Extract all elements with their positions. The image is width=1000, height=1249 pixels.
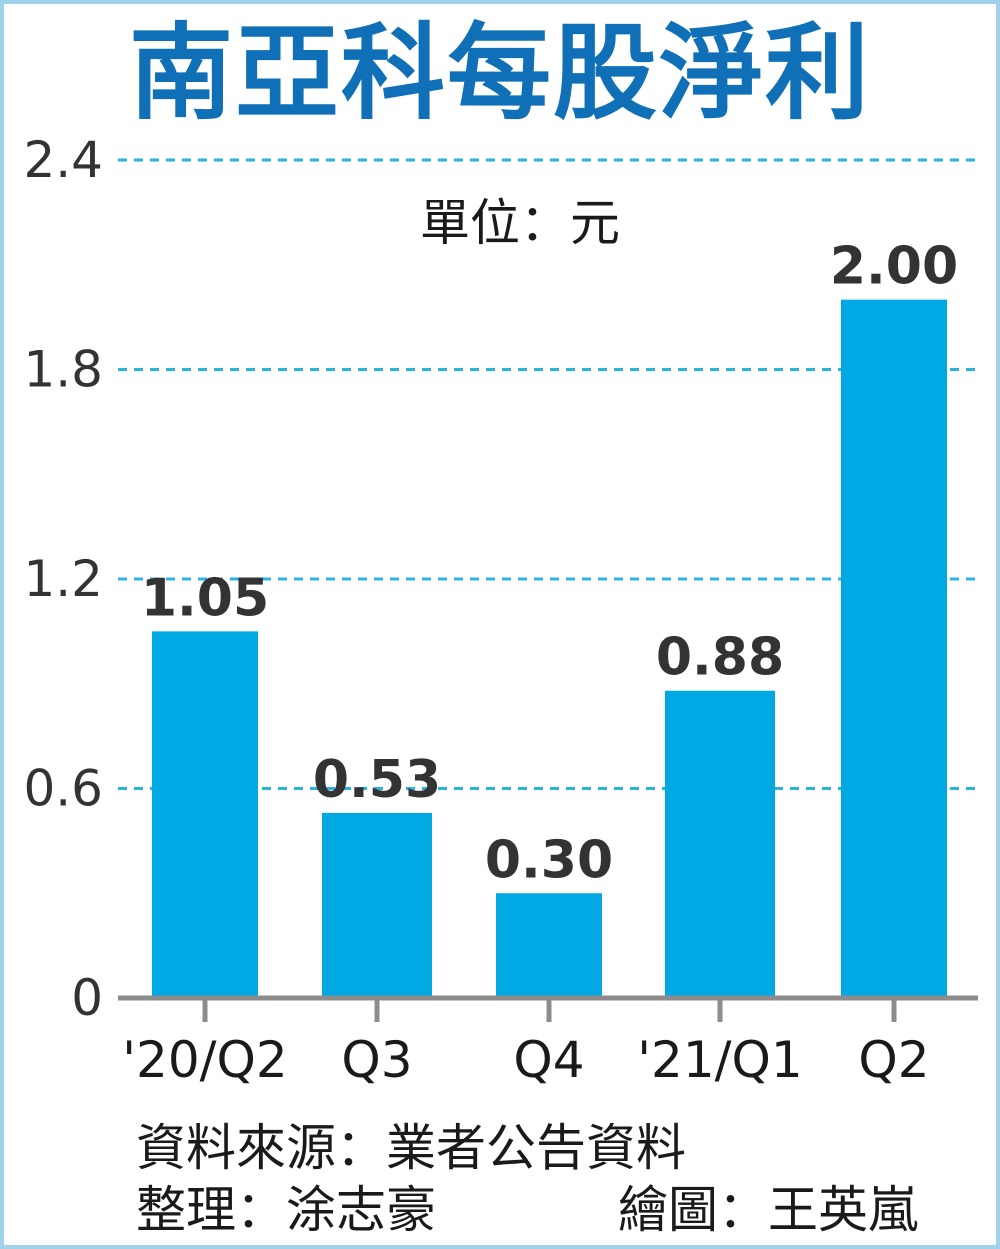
value-labels: 1.05 0.53 0.30 0.88 2.00	[141, 237, 958, 891]
bar-value-label: 0.30	[485, 830, 613, 890]
y-tick-label: 0	[71, 969, 103, 1027]
source-note: 資料來源：業者公告資料	[136, 1119, 686, 1177]
unit-label: 單位：元	[420, 194, 620, 252]
bar-value-label: 1.05	[141, 568, 269, 628]
bar	[665, 690, 775, 998]
y-tick-label: 1.2	[23, 550, 103, 608]
x-tick-label: Q4	[513, 1031, 584, 1089]
x-tick-label: Q3	[341, 1031, 412, 1089]
y-tick-label: 2.4	[23, 131, 103, 189]
y-tick-label: 0.6	[23, 760, 103, 818]
x-tick-label: Q2	[858, 1031, 929, 1089]
illustrator-credit: 繪圖：王英嵐	[618, 1181, 918, 1239]
x-tick-label: '20/Q2	[122, 1031, 287, 1089]
chart-title: 南亞科每股淨利	[128, 12, 871, 134]
bar	[841, 299, 947, 999]
bars	[152, 299, 947, 999]
y-axis-ticks: 0 0.6 1.2 1.8 2.4	[23, 131, 103, 1027]
bar	[152, 631, 258, 998]
bar-value-label: 0.88	[656, 628, 784, 688]
bar	[322, 812, 432, 998]
compiler-credit: 整理：涂志豪	[136, 1181, 436, 1239]
x-tick-label: '21/Q1	[637, 1031, 802, 1089]
x-axis-ticks: '20/Q2 Q3 Q4 '21/Q1 Q2	[122, 998, 930, 1089]
bar-value-label: 2.00	[830, 237, 958, 297]
bar	[496, 893, 602, 998]
y-tick-label: 1.8	[23, 341, 103, 399]
bar-value-label: 0.53	[313, 750, 441, 810]
